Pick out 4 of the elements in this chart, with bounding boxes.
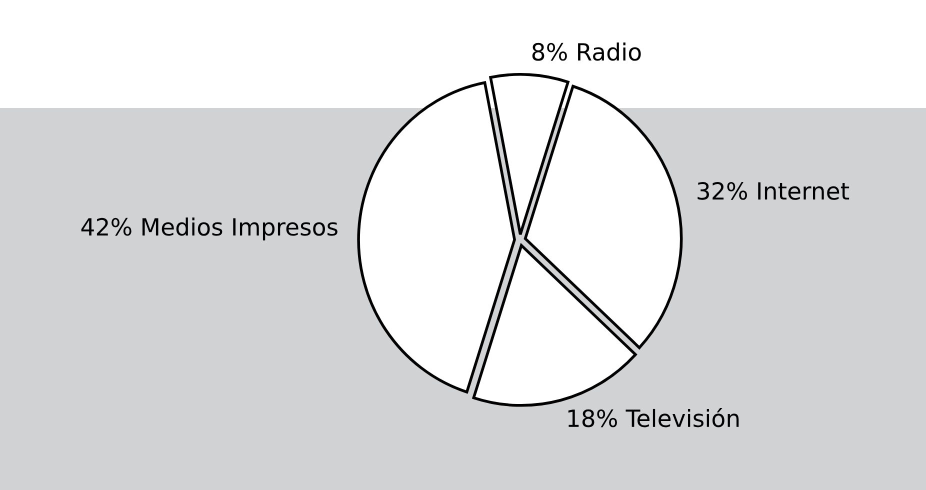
slice-label: 32% Internet — [698, 182, 850, 200]
slice-label: 8% Radio — [532, 42, 641, 61]
slice-label: 18% Televisión — [568, 408, 739, 428]
slice-label: 42% Medios Impresos — [81, 218, 338, 240]
